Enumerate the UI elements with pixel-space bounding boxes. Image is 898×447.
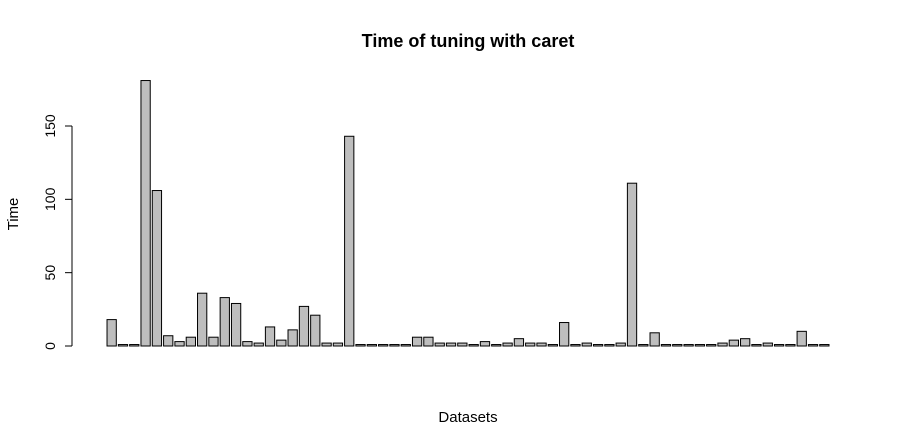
bar: [513, 338, 525, 347]
bar: [706, 344, 717, 347]
bar: [807, 344, 819, 347]
bar: [332, 342, 344, 347]
y-tick-label: 50: [42, 265, 58, 281]
bar: [491, 344, 502, 347]
bar: [253, 342, 264, 347]
bar: [525, 342, 536, 347]
bar: [604, 344, 615, 347]
bar: [151, 190, 163, 347]
bar: [264, 326, 276, 347]
bar: [796, 330, 807, 347]
bar: [740, 338, 751, 347]
bar: [197, 292, 208, 347]
bar: [547, 344, 558, 347]
bar: [117, 344, 129, 347]
bar: [638, 344, 649, 347]
bars: [106, 80, 830, 347]
y-tick-label: 100: [42, 187, 58, 211]
chart-title: Time of tuning with caret: [362, 31, 575, 51]
bar: [502, 342, 513, 347]
y-axis-label: Time: [5, 198, 22, 231]
bar: [683, 344, 694, 347]
bar: [185, 336, 196, 347]
y-tick-label: 0: [42, 342, 58, 350]
bar: [400, 344, 411, 347]
bar: [717, 342, 728, 347]
bar: [762, 342, 773, 347]
bar: [581, 342, 592, 347]
bar: [660, 344, 672, 347]
bar: [411, 336, 423, 347]
bar: [298, 305, 310, 347]
bar: [728, 339, 739, 347]
bar: [321, 342, 332, 347]
bar: [819, 344, 830, 347]
bar: [230, 302, 242, 347]
bar: [672, 344, 683, 347]
bar: [479, 341, 491, 347]
bar: [276, 339, 287, 347]
bar: [468, 344, 479, 347]
bar: [457, 342, 468, 347]
bar: [649, 332, 660, 347]
bar: [378, 344, 389, 347]
bar: [626, 182, 638, 347]
bar: [423, 336, 434, 347]
bar: [445, 342, 457, 347]
bar: [163, 335, 174, 347]
bar: [570, 344, 581, 347]
bar: [208, 336, 219, 347]
bar: [434, 342, 445, 347]
bar: [174, 341, 185, 347]
bar: [287, 329, 298, 347]
bar: [773, 344, 785, 347]
x-axis-label: Datasets: [438, 409, 497, 426]
y-axis: 0 50 100 150: [42, 114, 73, 350]
bar: [615, 342, 626, 347]
bar: [751, 344, 762, 347]
bar: [592, 344, 604, 347]
bar: [366, 344, 377, 347]
bar: [310, 314, 321, 347]
bar: [785, 344, 796, 347]
bar: [536, 342, 547, 347]
y-tick-label: 150: [42, 114, 58, 138]
bar: [140, 80, 151, 347]
bar: [559, 322, 570, 347]
bar: [355, 344, 366, 347]
bar: [344, 135, 355, 347]
bar: [129, 344, 140, 347]
bar: [242, 341, 253, 347]
bar: [106, 319, 117, 347]
bar: [219, 297, 230, 347]
bar: [389, 344, 400, 347]
bar: [694, 344, 706, 347]
